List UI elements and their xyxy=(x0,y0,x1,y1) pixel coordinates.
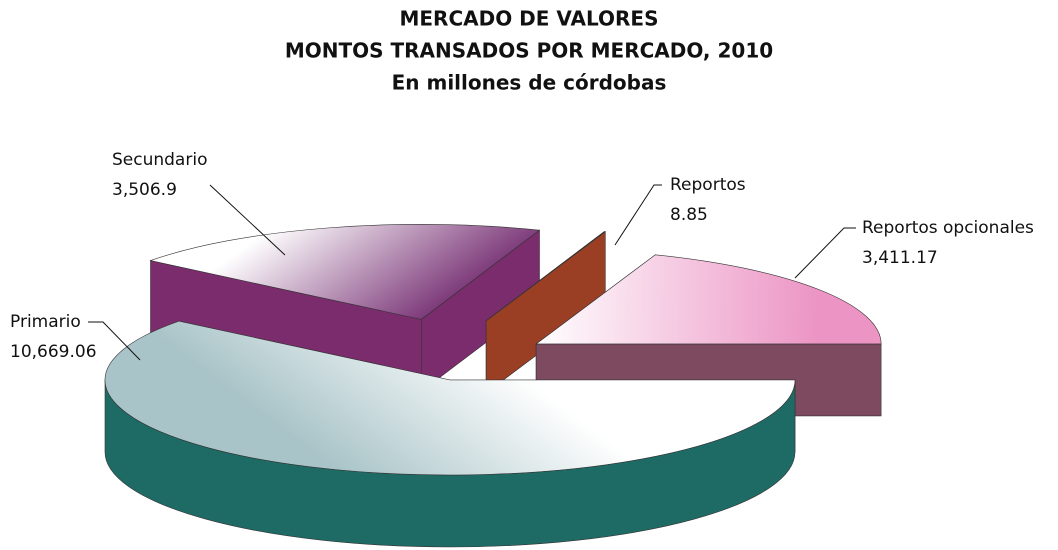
labels: Primario 10,669.06 Secundario 3,506.9 Report… xyxy=(10,150,1034,362)
slice xyxy=(149,224,541,320)
slice-label: Secundario xyxy=(112,150,207,170)
slice xyxy=(104,320,796,476)
slice xyxy=(485,231,607,322)
slice-label: Primario xyxy=(10,312,81,332)
slice xyxy=(535,254,882,345)
value-label: 8.85 xyxy=(670,205,708,225)
slice-label: Reportos opcionales xyxy=(862,218,1034,238)
leader-line xyxy=(88,321,141,361)
slice-label: Reportos xyxy=(670,175,746,195)
pie xyxy=(104,224,882,548)
leader-line xyxy=(209,184,286,256)
chart-title: MERCADO DE VALORES xyxy=(399,7,658,31)
units-label: En millones de córdobas xyxy=(392,71,667,95)
value-label: 10,669.06 xyxy=(10,342,97,362)
leader-line xyxy=(794,227,856,279)
leader-line xyxy=(614,184,662,246)
chart-subtitle: MONTOS TRANSADOS POR MERCADO, 2010 xyxy=(285,39,773,63)
value-label: 3,506.9 xyxy=(112,180,177,200)
value-label: 3,411.17 xyxy=(862,248,938,268)
